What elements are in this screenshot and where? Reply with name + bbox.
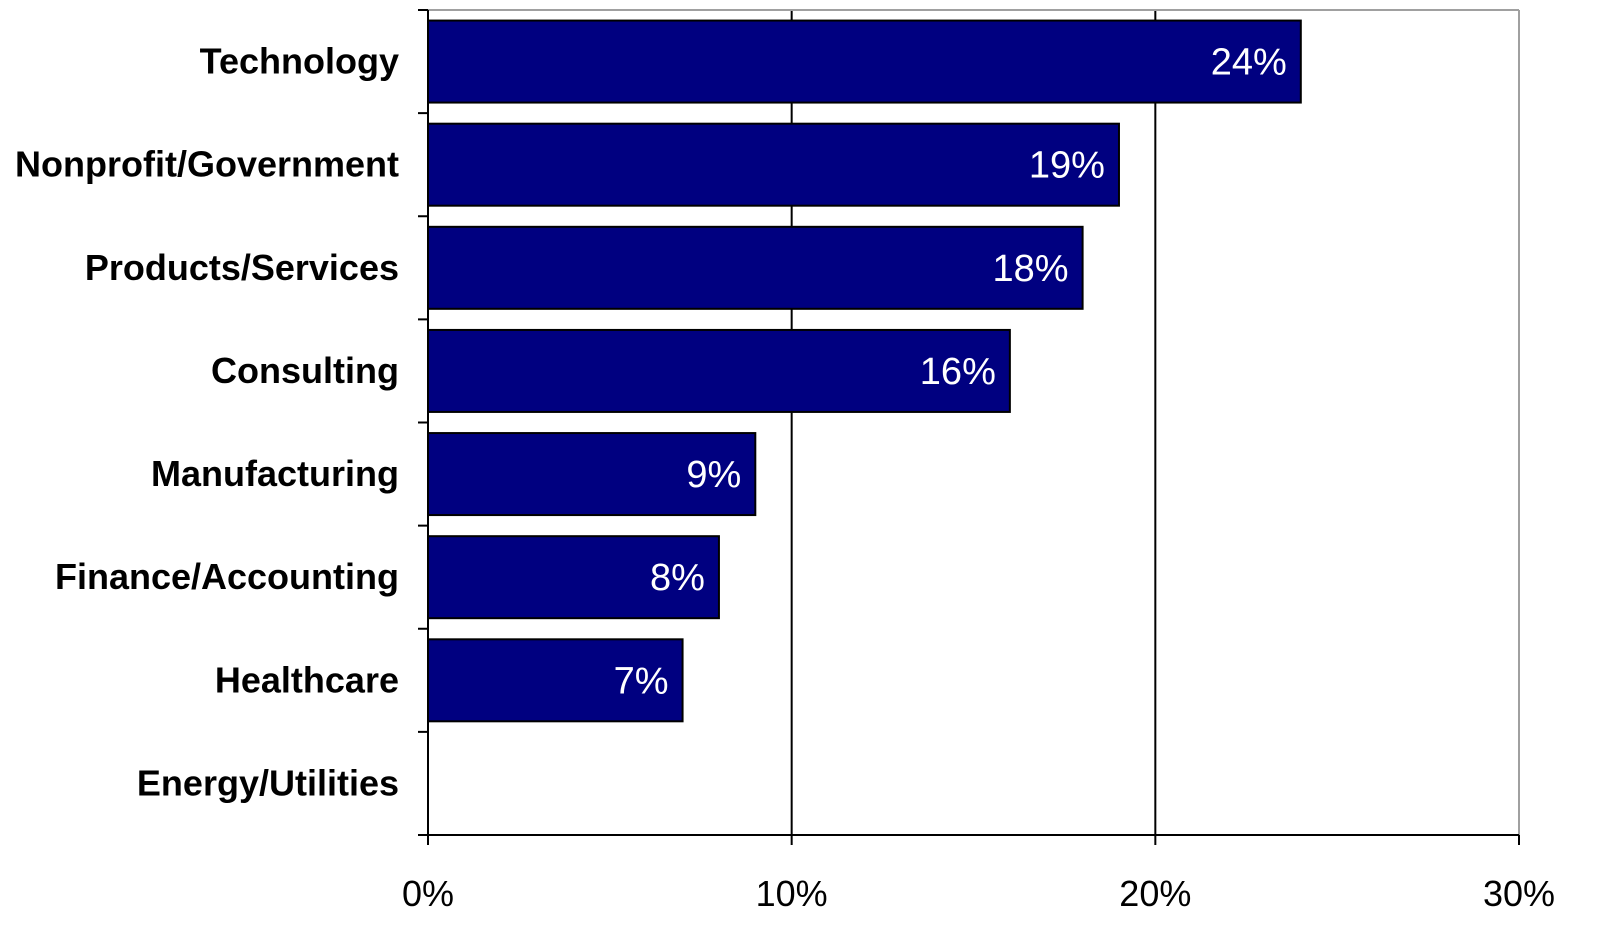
category-label: Technology	[200, 41, 399, 82]
category-label: Healthcare	[215, 659, 399, 700]
x-tick-label: 10%	[756, 873, 828, 914]
category-label: Energy/Utilities	[137, 762, 399, 803]
x-tick-labels: 0% 10% 20% 30%	[402, 873, 1555, 914]
bar	[427, 225, 1084, 310]
bar-value-label: 18%	[993, 248, 1069, 290]
x-tick-label: 20%	[1119, 873, 1191, 914]
plot-frame	[428, 9, 1520, 835]
x-tick-label: 30%	[1483, 873, 1555, 914]
axes	[418, 9, 1520, 845]
bar	[427, 19, 1302, 104]
category-label: Finance/Accounting	[55, 556, 399, 597]
category-label: Products/Services	[85, 247, 399, 288]
bar	[427, 122, 1120, 207]
x-tick-label: 0%	[402, 873, 454, 914]
bar-value-label: 16%	[920, 351, 996, 393]
category-label: Manufacturing	[151, 453, 399, 494]
bar-value-label: 8%	[650, 557, 705, 599]
bars	[427, 19, 1302, 723]
bar-value-label: 24%	[1211, 42, 1287, 84]
bar-value-label: 9%	[686, 454, 741, 496]
category-label: Consulting	[211, 350, 399, 391]
bar-value-label: 7%	[614, 660, 669, 702]
category-labels: Technology Nonprofit/Government Products/S…	[15, 41, 399, 804]
bar	[427, 328, 1011, 413]
bar-value-label: 19%	[1029, 145, 1105, 187]
bar	[427, 535, 720, 620]
bar	[427, 432, 757, 517]
value-labels: 24% 19% 18% 16% 9% 8% 7%	[614, 42, 1287, 703]
category-label: Nonprofit/Government	[15, 144, 399, 185]
